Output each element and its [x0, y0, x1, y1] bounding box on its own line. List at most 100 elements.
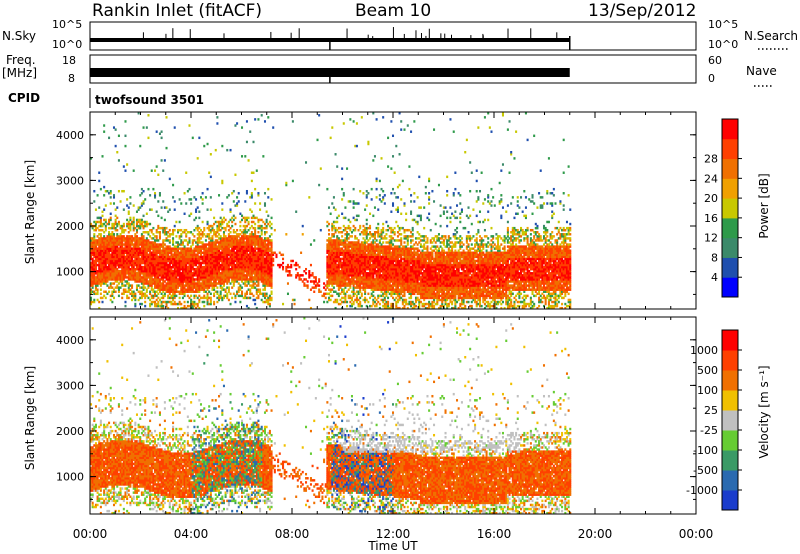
heatmap-cell	[203, 253, 206, 257]
heatmap-cell	[154, 300, 157, 304]
heatmap-cell	[240, 292, 244, 296]
heatmap-cell	[367, 272, 370, 275]
heatmap-cell	[116, 150, 119, 154]
heatmap-cell	[277, 263, 280, 267]
heatmap-cell	[162, 282, 165, 285]
heatmap-cell	[158, 286, 161, 289]
heatmap-cell	[346, 270, 349, 273]
heatmap-cell	[93, 189, 96, 193]
heatmap-cell	[116, 274, 119, 277]
heatmap-cell	[249, 270, 252, 273]
heatmap-cell	[165, 257, 168, 261]
heatmap-cell	[103, 185, 106, 189]
heatmap-cell	[206, 249, 209, 252]
heatmap-cell	[186, 274, 189, 277]
heatmap-cell	[178, 259, 181, 263]
heatmap-cell	[221, 208, 224, 211]
heatmap-cell	[334, 153, 337, 156]
heatmap-cell	[257, 280, 260, 283]
heatmap-cell	[388, 235, 391, 238]
heatmap-cell	[139, 302, 142, 306]
heatmap-cell	[219, 294, 222, 298]
heatmap-cell	[149, 247, 152, 250]
heatmap-cell	[98, 241, 101, 244]
heatmap-cell	[140, 294, 143, 298]
heatmap-cell	[291, 179, 294, 183]
heatmap-cell	[329, 270, 332, 273]
heatmap-cell	[122, 208, 125, 211]
heatmap-cell	[208, 274, 211, 277]
heatmap-cell	[337, 241, 340, 244]
heatmap-cell	[382, 255, 385, 259]
heatmap-cell	[137, 237, 140, 240]
heatmap-cell	[334, 226, 337, 230]
heatmap-cell	[134, 241, 137, 244]
heatmap-cell	[339, 241, 342, 244]
heatmap-cell	[154, 257, 157, 261]
heatmap-cell	[178, 228, 181, 232]
heatmap-cell	[104, 249, 107, 252]
heatmap-cell	[173, 292, 176, 296]
heatmap-cell	[270, 245, 273, 248]
heatmap-cell	[178, 300, 181, 304]
heatmap-cell	[213, 233, 216, 236]
heatmap-cell	[265, 253, 268, 257]
heatmap-cell	[175, 272, 178, 275]
heatmap-cell	[196, 157, 199, 160]
heatmap-cell	[103, 290, 106, 293]
heatmap-cell	[176, 245, 180, 248]
heatmap-cell	[129, 267, 132, 271]
heatmap-cell	[211, 267, 214, 271]
heatmap-cell	[286, 265, 289, 269]
heatmap-cell	[362, 272, 365, 275]
heatmap-cell	[175, 288, 178, 291]
heatmap-cell	[229, 270, 232, 273]
heatmap-cell	[94, 280, 97, 283]
heatmap-cell	[387, 267, 390, 271]
heatmap-cell	[331, 272, 334, 275]
heatmap-cell	[155, 259, 158, 263]
heatmap-cell	[149, 278, 152, 281]
heatmap-cell	[209, 302, 212, 306]
heatmap-cell	[140, 259, 143, 263]
heatmap-cell	[355, 263, 358, 267]
heatmap-cell	[173, 296, 176, 300]
heatmap-cell	[369, 231, 372, 234]
heatmap-cell	[124, 245, 127, 248]
heatmap-cell	[193, 251, 196, 254]
heatmap-cell	[346, 253, 349, 257]
heatmap-cell	[132, 274, 135, 277]
heatmap-cell	[206, 247, 209, 250]
heatmap-cell	[213, 276, 216, 279]
heatmap-cell	[211, 265, 214, 269]
heatmap-cell	[331, 251, 334, 254]
heatmap-cell	[157, 200, 160, 203]
heatmap-cell	[234, 251, 237, 254]
heatmap-cell	[160, 296, 163, 300]
heatmap-cell	[387, 274, 390, 277]
heatmap-cell	[295, 210, 298, 213]
heatmap-cell	[231, 253, 234, 257]
heatmap-cell	[132, 263, 135, 267]
heatmap-cell	[249, 255, 252, 259]
heatmap-cell	[352, 290, 355, 293]
heatmap-cell	[167, 257, 170, 261]
heatmap-cell	[155, 210, 158, 213]
heatmap-cell	[355, 265, 358, 269]
heatmap-cell	[339, 243, 342, 246]
heatmap-cell	[346, 282, 349, 285]
heatmap-cell	[178, 284, 181, 287]
heatmap-cell	[383, 274, 386, 277]
heatmap-cell	[367, 255, 370, 259]
heatmap-cell	[303, 278, 306, 281]
heatmap-cell	[270, 267, 273, 271]
heatmap-cell	[119, 265, 122, 269]
heatmap-cell	[388, 263, 391, 267]
heatmap-cell	[103, 237, 106, 240]
heatmap-cell	[349, 304, 352, 308]
heatmap-cell	[341, 243, 344, 246]
heatmap-cell	[378, 247, 381, 250]
heatmap-cell	[129, 278, 132, 281]
heatmap-cell	[263, 261, 267, 265]
heatmap-cell	[265, 243, 268, 246]
